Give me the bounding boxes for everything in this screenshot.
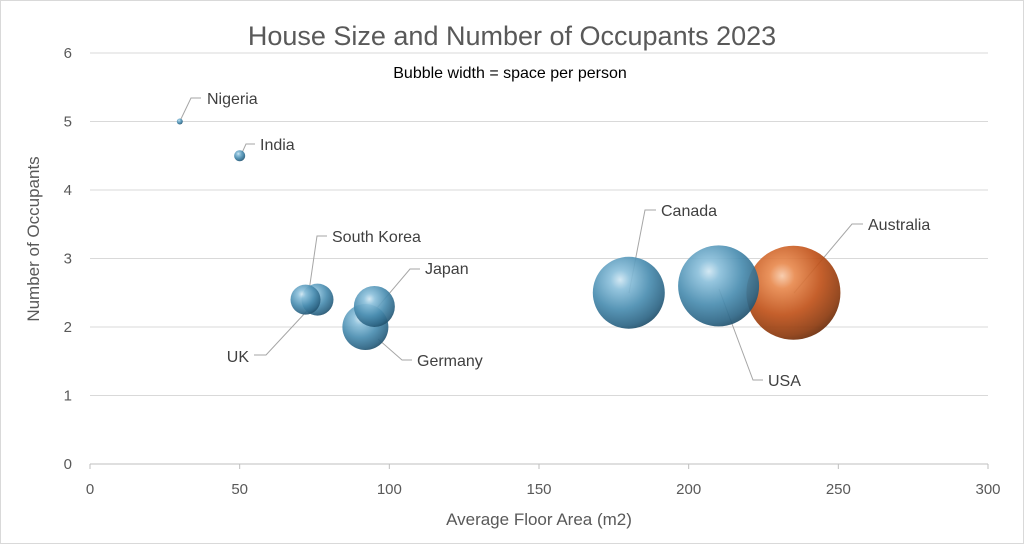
x-tick-label: 0	[86, 481, 94, 498]
y-tick-label: 4	[64, 182, 72, 199]
data-label-usa: USA	[768, 373, 801, 390]
x-tick-label: 250	[826, 481, 851, 498]
x-axis-title: Average Floor Area (m2)	[446, 510, 632, 529]
data-label-uk: UK	[227, 349, 250, 366]
x-tick-label: 200	[676, 481, 701, 498]
data-label-japan: Japan	[425, 261, 469, 278]
y-tick-label: 0	[64, 456, 72, 473]
leader-line	[377, 338, 412, 361]
data-label-australia: Australia	[868, 217, 930, 234]
bubbles	[176, 118, 841, 350]
gridlines	[90, 52, 988, 465]
chart-title: House Size and Number of Occupants 2023	[248, 21, 776, 51]
bubble-usa	[678, 245, 760, 327]
leader-line	[179, 97, 201, 122]
bubble-nigeria	[176, 118, 183, 125]
y-tick-label: 2	[64, 319, 72, 336]
bubble-canada	[592, 256, 665, 329]
bubble-south-korea	[290, 284, 321, 315]
data-label-nigeria: Nigeria	[207, 91, 258, 108]
data-label-canada: Canada	[661, 203, 717, 220]
leader-line	[307, 235, 327, 299]
x-tick-label: 300	[975, 481, 1000, 498]
x-tick-label: 150	[526, 481, 551, 498]
data-label-germany: Germany	[417, 353, 483, 370]
y-tick-label: 3	[64, 251, 72, 268]
leader-line	[254, 297, 320, 356]
chart-subtitle: Bubble width = space per person	[393, 65, 626, 82]
y-tick-label: 6	[64, 45, 72, 62]
y-axis-title: Number of Occupants	[24, 156, 43, 321]
y-tick-label: 1	[64, 388, 72, 405]
y-tick-label: 5	[64, 114, 72, 131]
data-label-india: India	[260, 137, 295, 154]
bubble-australia	[746, 245, 841, 340]
x-tick-label: 100	[377, 481, 402, 498]
bubble-japan	[353, 285, 395, 327]
data-labels: Nigeria India South Korea UK Japan Germany Can…	[207, 91, 930, 390]
data-label-south-korea: South Korea	[332, 229, 421, 246]
axes: 0 1 2 3 4 5 6 0 50 100 150 200 250 300	[64, 45, 1001, 498]
bubble-india	[234, 150, 246, 162]
x-tick-label: 50	[231, 481, 248, 498]
